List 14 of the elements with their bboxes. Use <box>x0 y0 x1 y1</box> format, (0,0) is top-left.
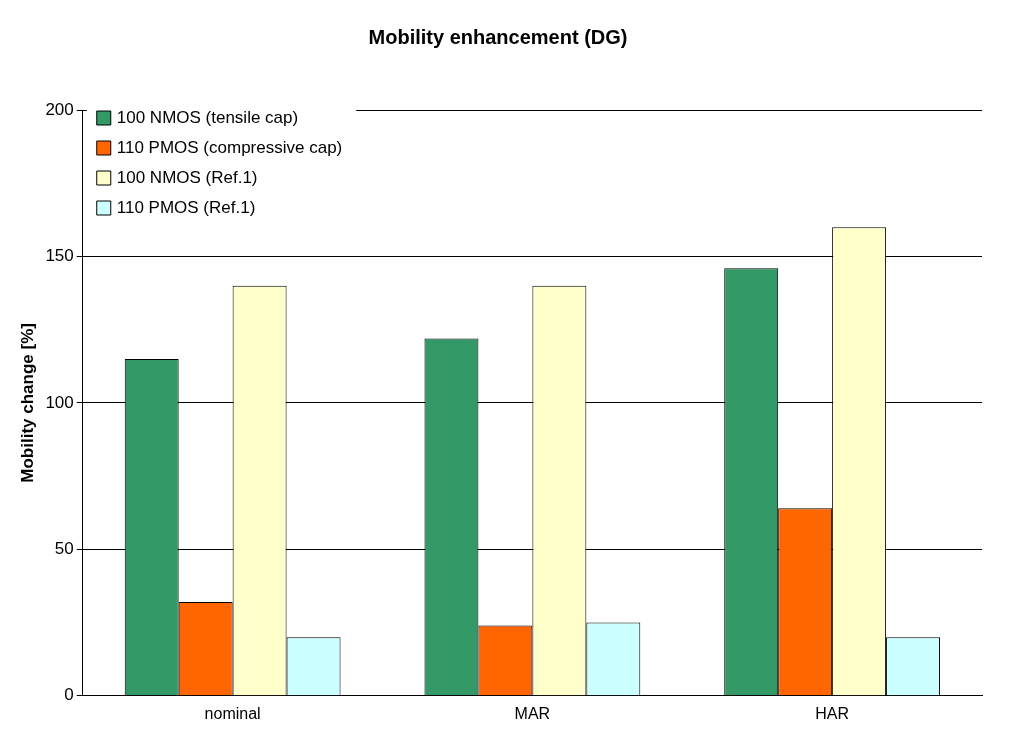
x-tick-label: MAR <box>514 704 551 722</box>
legend-label: 110 PMOS (Ref.1) <box>116 197 256 217</box>
legend-label: 100 NMOS (Ref.1) <box>116 167 258 187</box>
y-tick-label: 50 <box>54 539 74 559</box>
y-tick-label: 200 <box>45 99 74 119</box>
x-tick-label: nominal <box>204 704 261 722</box>
y-tick-label: 100 <box>45 392 74 412</box>
y-axis-title: Mobility change [%] <box>17 323 37 483</box>
chart-title: Mobility enhancement (DG) <box>368 25 628 48</box>
legend-label: 110 PMOS (compressive cap) <box>116 137 343 157</box>
legend-label: 100 NMOS (tensile cap) <box>116 107 299 127</box>
y-tick-label: 0 <box>64 685 74 705</box>
x-tick-label: HAR <box>815 704 850 722</box>
y-tick-label: 150 <box>45 246 74 266</box>
